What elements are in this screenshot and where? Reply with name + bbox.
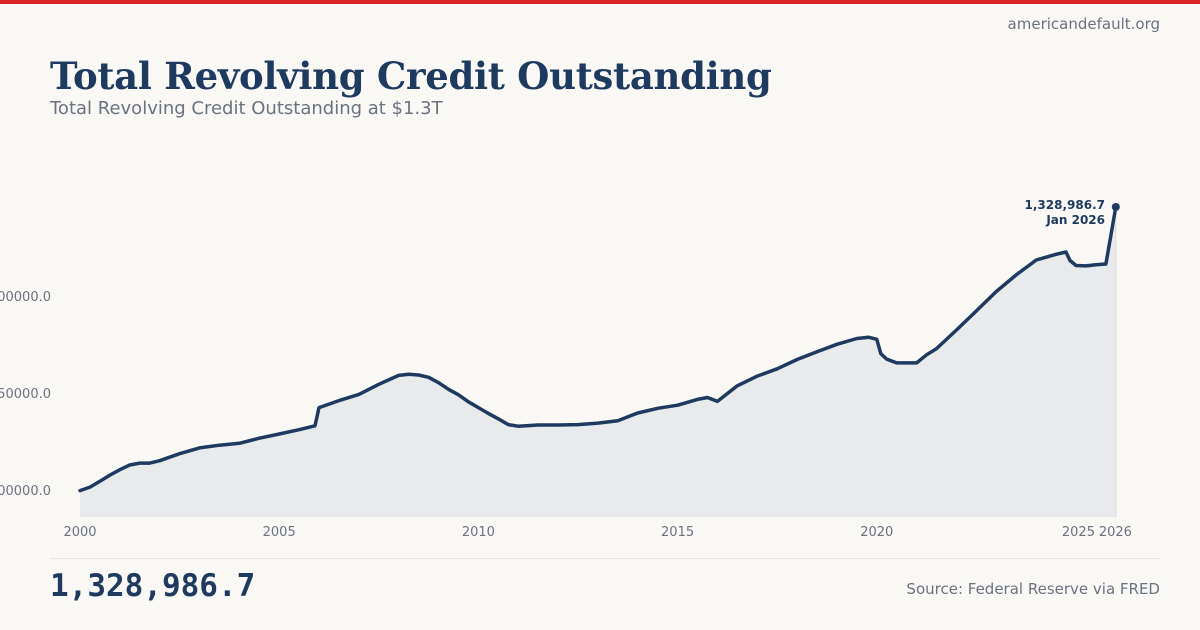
x-tick-label: 2025 — [1062, 525, 1095, 540]
x-tick-label: 2005 — [263, 525, 296, 540]
x-tick-label: 2000 — [63, 525, 96, 540]
y-tick-label: 850000.0 — [0, 387, 51, 402]
x-tick-label: 2010 — [462, 525, 495, 540]
latest-point — [1111, 202, 1120, 211]
x-tick-label: 2015 — [661, 525, 694, 540]
source-credit: Source: Federal Reserve via FRED — [906, 580, 1160, 598]
page-title: Total Revolving Credit Outstanding — [50, 54, 772, 98]
site-name[interactable]: americandefault.org — [1007, 15, 1160, 33]
latest-value: 1,328,986.7 — [50, 568, 256, 604]
series-line — [78, 205, 1118, 493]
annotation-value: 1,328,986.7 — [1025, 198, 1105, 212]
x-tick-label: 2026 — [1099, 525, 1132, 540]
footer-divider — [50, 558, 1160, 559]
annotation-date: Jan 2026 — [1045, 213, 1105, 227]
y-tick-label: 1100000.0 — [0, 290, 51, 305]
x-tick-label: 2020 — [860, 525, 893, 540]
series-area — [80, 207, 1116, 517]
page-subtitle: Total Revolving Credit Outstanding at $1… — [50, 98, 443, 119]
top-accent-bar — [0, 0, 1200, 4]
